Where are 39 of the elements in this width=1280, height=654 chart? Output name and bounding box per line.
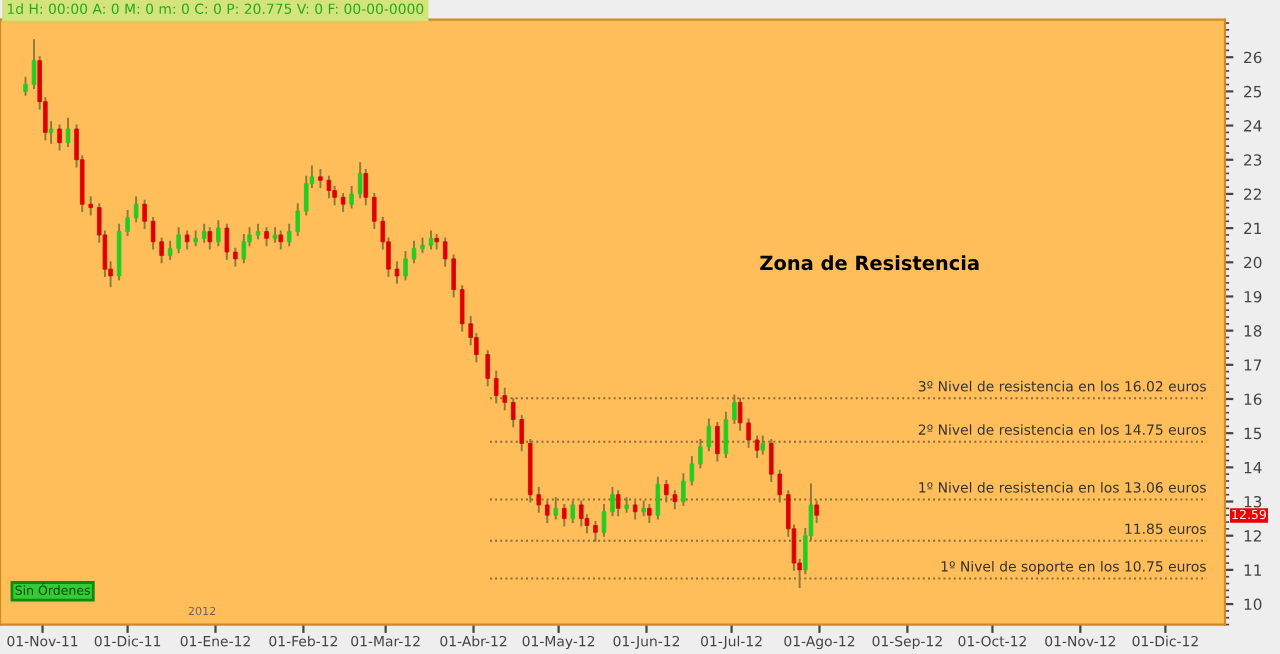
candlestick — [570, 500, 576, 524]
candlestick — [295, 203, 300, 236]
candlestick — [459, 285, 465, 332]
candlestick — [133, 196, 139, 223]
candlestick — [485, 350, 490, 387]
annotation: Zona de Resistencia — [760, 255, 979, 271]
candlestick — [150, 216, 156, 250]
candlestick — [545, 500, 550, 524]
candlestick — [493, 370, 499, 404]
candlestick — [723, 411, 729, 459]
candlestick — [241, 233, 247, 264]
candlestick — [615, 490, 621, 517]
candlestick — [48, 121, 54, 144]
candlestick — [610, 486, 615, 517]
candlestick — [357, 162, 363, 199]
candlestick — [363, 169, 369, 206]
candlestick — [579, 500, 584, 527]
candlestick — [814, 500, 819, 524]
candlestick — [65, 117, 71, 148]
candlestick — [349, 186, 354, 209]
candlestick — [655, 476, 661, 520]
candlestick — [116, 223, 122, 281]
candlestick — [601, 503, 607, 537]
candlestick — [216, 220, 221, 247]
candlestick — [207, 227, 213, 250]
candlestick — [562, 503, 567, 527]
candlestick — [31, 39, 37, 89]
candlestick — [732, 394, 737, 424]
candlestick — [715, 421, 720, 462]
candlestick — [664, 480, 669, 503]
candlestick — [326, 175, 332, 199]
candlestick — [224, 223, 230, 260]
candlestick — [142, 199, 147, 230]
candlestick — [57, 124, 62, 151]
candlestick — [593, 521, 598, 542]
candlestick — [176, 227, 181, 253]
candlestick — [403, 251, 408, 281]
candlestick — [754, 435, 760, 459]
candlestick — [553, 497, 559, 520]
